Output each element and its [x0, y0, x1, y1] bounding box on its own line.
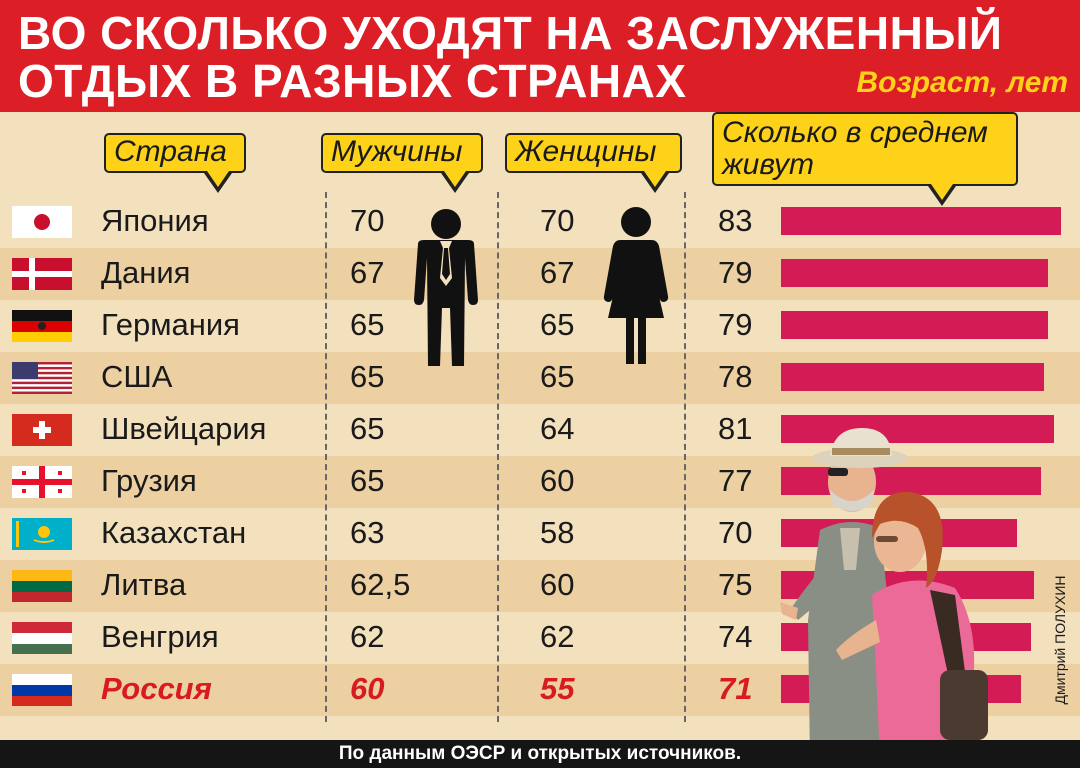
footer-source: По данным ОЭСР и открытых источников.	[0, 740, 1080, 768]
life-expectancy-label: 79	[718, 255, 753, 290]
callout-tail	[641, 171, 669, 193]
table-row: Швейцария 65 64 81	[0, 404, 1080, 456]
table-row: США 65 65 78	[0, 352, 1080, 404]
man-icon	[414, 209, 478, 366]
life-expectancy-bar	[781, 207, 1061, 235]
life-expectancy-bar	[781, 363, 1044, 391]
japan-flag	[12, 206, 72, 238]
woman-icon	[603, 207, 669, 364]
kazakhstan-flag	[12, 518, 72, 550]
country-name: США	[101, 359, 173, 394]
table-row: Казахстан 63 58 70	[0, 508, 1080, 560]
life-expectancy-label: 74	[718, 619, 753, 654]
column-header-women-label: Женщины	[515, 135, 657, 168]
column-divider	[684, 192, 686, 722]
column-header-life-line-1: Сколько в среднем	[722, 116, 988, 149]
column-header-men-label: Мужчины	[331, 135, 463, 168]
column-divider	[497, 192, 499, 722]
table-row: Япония 70 70 83	[0, 196, 1080, 248]
women-retirement-age: 65	[540, 307, 575, 342]
country-name: Грузия	[101, 463, 197, 498]
men-retirement-age: 65	[350, 463, 385, 498]
women-retirement-age: 60	[540, 567, 575, 602]
column-header-life-expectancy: Сколько в среднем живут	[712, 112, 1018, 206]
page-title-line-2: ОТДЫХ В РАЗНЫХ СТРАНАХ	[18, 55, 687, 107]
callout-tail	[441, 171, 469, 193]
life-expectancy-label: 79	[718, 307, 753, 342]
women-retirement-age: 58	[540, 515, 575, 550]
column-header-men: Мужчины	[321, 133, 483, 193]
women-retirement-age: 64	[540, 411, 575, 446]
hungary-flag	[12, 622, 72, 654]
country-name: Дания	[101, 255, 191, 290]
units-label: Возраст, лет	[856, 66, 1068, 99]
men-retirement-age: 60	[350, 671, 385, 706]
elderly-couple-photo	[780, 428, 988, 760]
country-name: Венгрия	[101, 619, 219, 654]
life-expectancy-label: 75	[718, 567, 753, 602]
life-expectancy-bar	[781, 467, 1041, 495]
callout-tail	[204, 171, 232, 193]
men-retirement-age: 70	[350, 203, 385, 238]
country-name: Литва	[101, 567, 187, 602]
country-name: Россия	[101, 671, 212, 706]
page-title-line-1: ВО СКОЛЬКО УХОДЯТ НА ЗАСЛУЖЕННЫЙ	[18, 7, 1003, 59]
women-retirement-age: 55	[540, 671, 575, 706]
column-header-women: Женщины	[505, 133, 682, 193]
switzerland-flag	[12, 414, 72, 446]
photo-credit-text: Дмитрий ПОЛУХИН	[1052, 575, 1068, 705]
column-header-country: Страна	[104, 133, 246, 193]
life-expectancy-label: 71	[718, 671, 753, 706]
photo-credit: Дмитрий ПОЛУХИН	[1050, 540, 1070, 740]
women-retirement-age: 60	[540, 463, 575, 498]
footer-source-text: По данным ОЭСР и открытых источников.	[338, 743, 742, 764]
column-header-life-line-2: живут	[722, 148, 814, 181]
men-retirement-age: 65	[350, 411, 385, 446]
table-row: Дания 67 67 79	[0, 248, 1080, 300]
denmark-flag	[12, 258, 72, 290]
life-expectancy-bar	[781, 415, 1054, 443]
georgia-flag	[12, 466, 72, 498]
life-expectancy-bar	[781, 259, 1048, 287]
country-name: Германия	[101, 307, 240, 342]
germany-flag	[12, 310, 72, 342]
life-expectancy-label: 78	[718, 359, 753, 394]
women-retirement-age: 67	[540, 255, 575, 290]
usa-flag	[12, 362, 72, 394]
men-retirement-age: 62	[350, 619, 385, 654]
women-retirement-age: 70	[540, 203, 575, 238]
russia-flag	[12, 674, 72, 706]
header-banner: ВО СКОЛЬКО УХОДЯТ НА ЗАСЛУЖЕННЫЙ ОТДЫХ В…	[0, 0, 1080, 112]
life-expectancy-label: 77	[718, 463, 753, 498]
lithuania-flag	[12, 570, 72, 602]
life-expectancy-label: 83	[718, 203, 753, 238]
men-retirement-age: 65	[350, 307, 385, 342]
men-retirement-age: 65	[350, 359, 385, 394]
men-retirement-age: 62,5	[350, 567, 411, 602]
country-name: Казахстан	[101, 515, 247, 550]
country-name: Япония	[101, 203, 209, 238]
women-retirement-age: 62	[540, 619, 575, 654]
women-retirement-age: 65	[540, 359, 575, 394]
men-retirement-age: 63	[350, 515, 385, 550]
life-expectancy-label: 70	[718, 515, 753, 550]
callout-tail	[928, 184, 956, 206]
men-retirement-age: 67	[350, 255, 385, 290]
column-header-country-label: Страна	[114, 135, 227, 168]
life-expectancy-label: 81	[718, 411, 753, 446]
column-divider	[325, 192, 327, 722]
country-name: Швейцария	[101, 411, 267, 446]
life-expectancy-bar	[781, 311, 1048, 339]
table-row: Германия 65 65 79	[0, 300, 1080, 352]
